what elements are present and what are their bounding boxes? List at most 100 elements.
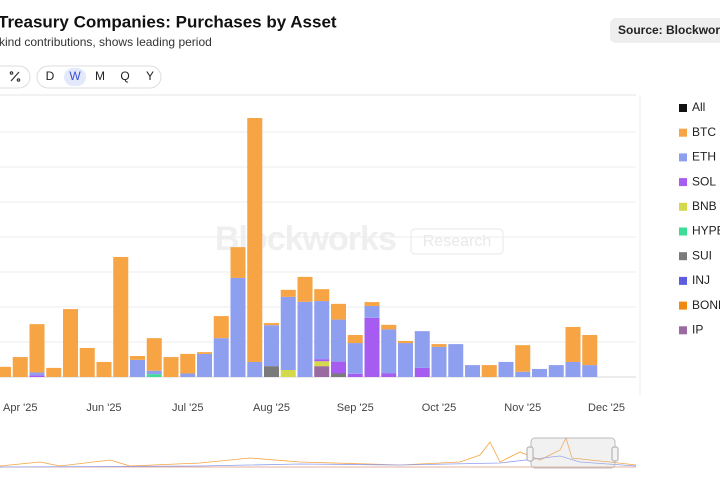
period-button[interactable]: D <box>46 69 55 83</box>
bar-segment <box>146 374 162 377</box>
bar-segment <box>146 338 162 371</box>
navigator-line <box>0 436 637 467</box>
x-tick-label: Jul '25 <box>172 402 203 414</box>
x-tick-label: Oct '25 <box>422 402 457 414</box>
bar-segment <box>63 309 78 377</box>
source-label: Source: Blockworks <box>618 23 720 37</box>
bar-segment <box>264 325 279 367</box>
bar-segment <box>582 335 598 366</box>
bar-segment <box>331 319 346 362</box>
period-button[interactable]: W <box>69 69 81 83</box>
bar-segment <box>280 370 296 377</box>
legend-label[interactable]: BONK <box>692 298 720 312</box>
bar-segment <box>180 353 196 374</box>
bar-segment <box>163 357 179 377</box>
legend-swatch <box>679 276 687 285</box>
bar-segment <box>314 361 330 367</box>
bar-segment <box>331 373 346 377</box>
bar-segment <box>0 366 11 377</box>
legend-label[interactable]: HYPE <box>692 224 720 238</box>
bar-segment <box>197 352 212 354</box>
bar-segment <box>96 361 112 377</box>
legend-swatch <box>679 202 687 211</box>
bar-segment <box>247 361 263 377</box>
bar-segment <box>465 365 480 377</box>
period-button[interactable]: Y <box>146 69 154 83</box>
legend-label[interactable]: SUI <box>692 248 712 262</box>
navigator <box>0 436 637 469</box>
bar-segment <box>297 301 313 377</box>
x-tick-label: Nov '25 <box>504 402 541 414</box>
bar-segment <box>414 331 430 368</box>
bar-segment <box>79 347 95 377</box>
bar-segment <box>180 373 196 377</box>
source-button[interactable] <box>610 18 720 43</box>
bar-segment <box>29 372 45 376</box>
bar-segment <box>331 361 346 374</box>
bar-segment <box>230 247 246 278</box>
bar-segment <box>264 366 279 377</box>
bar-segment <box>213 316 229 339</box>
bar-segment <box>398 340 413 344</box>
bar-segment <box>364 302 380 306</box>
percent-icon <box>9 71 21 82</box>
legend-swatch <box>679 252 687 261</box>
bar-segment <box>29 375 45 377</box>
x-tick-label: Jun '25 <box>86 402 121 414</box>
bar-segment <box>398 343 413 377</box>
bar-segment <box>565 326 581 362</box>
bar-segment <box>347 373 363 377</box>
legend-label[interactable]: BNB <box>692 199 717 213</box>
legend-label[interactable]: INJ <box>692 273 710 287</box>
x-tick-label: Apr '25 <box>3 402 38 414</box>
bar-segment <box>431 344 447 347</box>
legend-label[interactable]: All <box>692 100 705 114</box>
bar-segment <box>130 356 145 360</box>
bar-segment <box>331 303 346 320</box>
bar-segment <box>29 324 45 373</box>
bar-segment <box>297 276 313 302</box>
x-tick-label: Dec '25 <box>588 402 625 414</box>
navigator-line <box>0 455 637 468</box>
legend-label[interactable]: SOL <box>692 174 716 188</box>
navigator-window[interactable] <box>530 437 616 469</box>
bar-segment <box>481 365 497 377</box>
bar-segment <box>213 338 229 377</box>
bar-segment <box>582 365 598 377</box>
bar-segment <box>347 335 363 344</box>
bar-segment <box>515 371 531 377</box>
bar-segment <box>280 289 296 297</box>
legend-label[interactable]: IP <box>692 322 703 336</box>
period-selected <box>64 68 86 86</box>
legend-swatch <box>679 301 687 310</box>
x-tick-label: Sep '25 <box>337 402 374 414</box>
bar-segment <box>498 361 514 377</box>
bar-segment <box>314 359 330 362</box>
navigator-handle[interactable] <box>611 446 619 462</box>
bar-segment <box>381 329 397 374</box>
bar-segment <box>230 277 246 377</box>
bar-segment <box>247 118 263 362</box>
bar-segment <box>381 373 397 377</box>
bar-segment <box>314 366 330 377</box>
bar-segment <box>565 361 581 377</box>
bar-segment <box>314 289 330 302</box>
legend-swatch <box>679 128 687 137</box>
bar-segment <box>431 346 447 377</box>
legend-label[interactable]: BTC <box>692 125 716 139</box>
bar-segment <box>197 353 212 377</box>
bar-segment <box>364 317 380 377</box>
legend-label[interactable]: ETH <box>692 150 716 164</box>
bar-segment <box>314 301 330 360</box>
period-button[interactable]: Q <box>120 69 129 83</box>
legend-swatch <box>679 153 687 162</box>
watermark-box <box>410 228 504 255</box>
navigator-handle[interactable] <box>526 446 534 462</box>
bar-segment <box>12 357 28 377</box>
bar-segment <box>280 296 296 370</box>
bar-segment <box>347 343 363 374</box>
period-button[interactable]: M <box>95 69 105 83</box>
bar-segment <box>113 256 129 377</box>
